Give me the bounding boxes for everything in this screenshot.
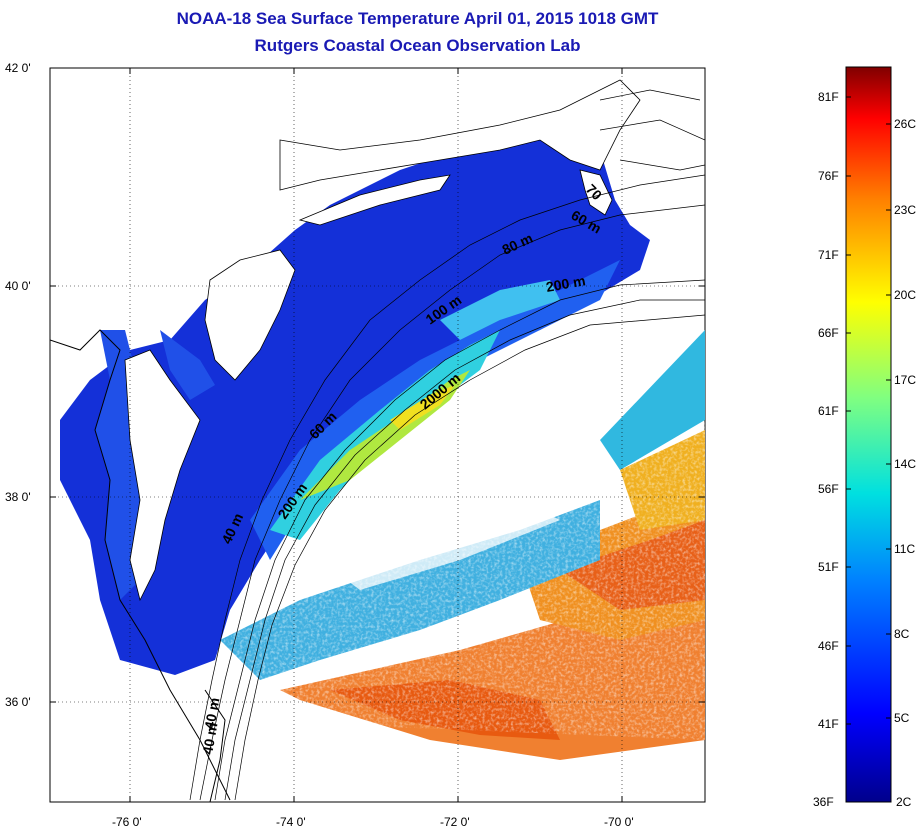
map-subtitle: Rutgers Coastal Ocean Observation Lab — [254, 36, 581, 55]
lat-label-36: 36 0' — [5, 695, 31, 709]
colorbar-f-label: 81F — [818, 90, 839, 104]
lat-label-38: 38 0' — [5, 490, 31, 504]
slope-yellow-front — [390, 385, 455, 430]
map-content: 60 m 80 m 100 m 200 m 2000 m 60 m 200 m … — [50, 68, 705, 802]
colorbar-c-label: 26C — [894, 117, 916, 131]
coastline-carolina — [204, 689, 226, 802]
cape-cod-land — [579, 169, 613, 216]
colorbar-c-label: 2C — [896, 795, 912, 809]
colorbar-c-label: 11C — [894, 542, 915, 556]
colorbar-ticks — [846, 96, 891, 725]
lat-label-42: 42 0' — [5, 61, 31, 75]
colorbar — [845, 66, 892, 803]
isobath-label: 200 m — [545, 272, 587, 295]
long-island-land — [298, 174, 451, 226]
colorbar-c-label: 8C — [894, 627, 910, 641]
speckle-overlay — [220, 380, 705, 740]
new-jersey-land — [204, 249, 296, 381]
delmarva-land — [124, 349, 201, 602]
lon-label-76: -76 0' — [112, 815, 142, 829]
map-title: NOAA-18 Sea Surface Temperature April 01… — [176, 9, 659, 28]
colorbar-f-label: 41F — [818, 717, 839, 731]
colorbar-c-label: 14C — [894, 457, 916, 471]
lat-label-40: 40 0' — [5, 279, 31, 293]
patch-cyan-northeast — [600, 330, 705, 470]
isobath-lines — [189, 89, 705, 801]
colorbar-c-label: 5C — [894, 711, 910, 725]
colorbar-f-label: 46F — [818, 639, 839, 653]
lon-label-70: -70 0' — [604, 815, 634, 829]
colorbar-f-label: 76F — [818, 169, 839, 183]
coastline-virginia — [50, 329, 231, 801]
lon-label-72: -72 0' — [440, 815, 470, 829]
slope-cyan-north — [440, 280, 560, 340]
colorbar-f-label: 66F — [818, 326, 839, 340]
colorbar-f-label: 61F — [818, 404, 839, 418]
isobath-label: 40 m — [201, 696, 222, 730]
colorbar-f-label: 51F — [818, 560, 839, 574]
colorbar-f-label: 36F — [813, 795, 834, 809]
colorbar-f-label: 56F — [818, 482, 839, 496]
colorbar-c-label: 23C — [894, 203, 916, 217]
lon-label-74: -74 0' — [276, 815, 306, 829]
isobath-label: 40 m — [199, 721, 220, 755]
colorbar-c-label: 20C — [894, 288, 916, 302]
colorbar-f-label: 71F — [818, 248, 839, 262]
frame-ticks — [50, 68, 705, 802]
shelf-deeper-blue — [250, 260, 620, 560]
colorbar-c-label: 17C — [894, 373, 916, 387]
shelf-cold-water — [60, 115, 650, 675]
delaware-bay — [160, 330, 215, 400]
new-england-land — [279, 79, 641, 191]
